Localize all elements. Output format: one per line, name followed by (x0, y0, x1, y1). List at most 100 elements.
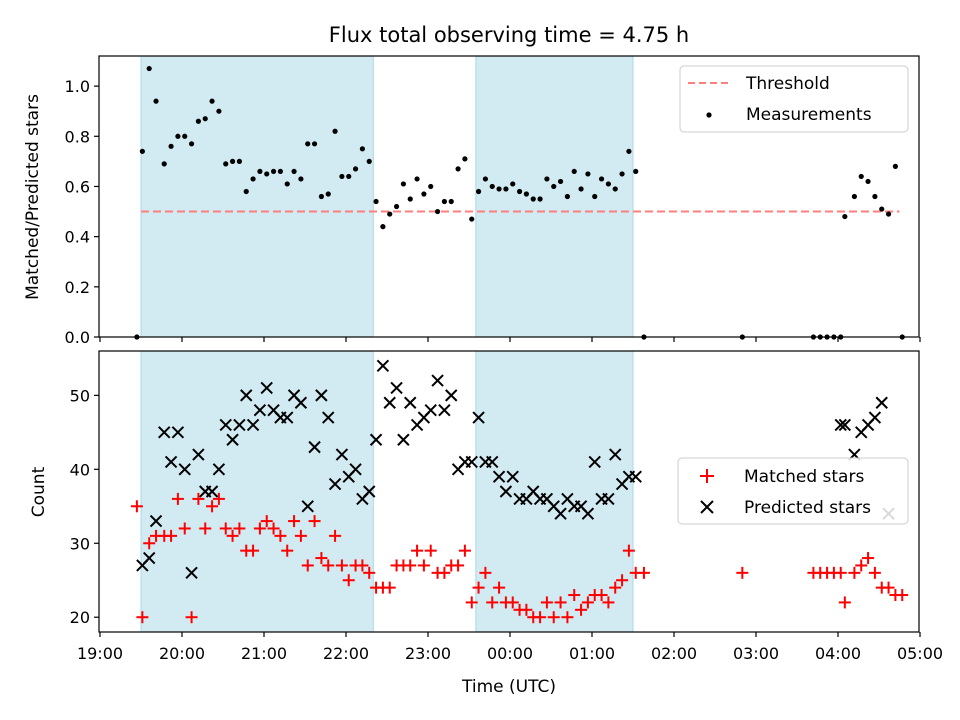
measurement-point (626, 148, 632, 154)
measurement-point (298, 176, 304, 182)
predicted-star-point (499, 485, 513, 498)
matched-star-point (383, 581, 396, 594)
matched-star-point (547, 611, 560, 624)
top-shaded-intervals (140, 55, 634, 338)
measurement-point (879, 206, 885, 212)
measurement-point (373, 198, 379, 205)
matched-star-point (506, 596, 519, 609)
top-y-axis-label: Matched/Predicted stars (23, 94, 43, 300)
x-tick-label: 23:00 (405, 644, 451, 663)
matched-star-point (452, 559, 465, 572)
y-tick-label: 50 (70, 386, 90, 405)
measurement-point (284, 181, 290, 187)
measurement-point (352, 166, 359, 172)
matched-star-point (308, 515, 321, 528)
matched-star-point (882, 581, 895, 594)
predicted-star-point (424, 403, 437, 417)
matched-star-point (834, 566, 847, 579)
predicted-star-point (390, 381, 403, 395)
matched-star-point (540, 596, 553, 609)
predicted-star-point (492, 470, 506, 483)
measurement-point (578, 186, 584, 192)
predicted-star-point (875, 396, 888, 409)
measurement-point (434, 208, 441, 215)
measurement-point (188, 141, 195, 147)
predicted-star-point (506, 470, 519, 483)
matched-star-point (335, 559, 348, 572)
legend-threshold-label: Threshold (745, 74, 830, 94)
matched-star-point (281, 544, 294, 557)
measurement-point (858, 173, 864, 180)
matched-star-point (322, 559, 335, 572)
measurement-point (153, 98, 159, 104)
y-tick-label: 0.2 (65, 278, 90, 297)
predicted-star-point (246, 418, 260, 432)
predicted-star-point (349, 463, 362, 476)
x-axis-label: Time (UTC) (461, 677, 556, 697)
measurement-point (544, 176, 550, 182)
matched-star-point (301, 559, 314, 572)
bottom-x-ticks: 19:00 20:00 21:00 22:00 23:00 00:00 01:00 02:00… (77, 632, 943, 663)
matched-star-point (520, 603, 533, 616)
matched-star-point (493, 581, 506, 594)
matched-star-point (260, 515, 273, 528)
legend-predicted-swatch (700, 500, 714, 514)
measurement-point (202, 116, 208, 122)
shaded-interval (475, 55, 634, 338)
top-x-ticks (99, 337, 921, 342)
measurement-point (585, 171, 591, 177)
matched-star-point (274, 529, 287, 542)
top-legend-box (679, 65, 909, 133)
predicted-star-point (253, 403, 267, 417)
shaded-interval (140, 55, 374, 338)
x-tick-label: 03:00 (733, 644, 779, 663)
bottom-legend-box (677, 457, 909, 525)
predicted-star-point (178, 463, 191, 476)
predicted-star-point (369, 433, 383, 446)
bottom-y-axis-label: Count (29, 466, 49, 517)
measurement-point (243, 188, 249, 195)
predicted-stars-points (136, 359, 895, 580)
matched-star-point (206, 500, 219, 513)
measurement-point (270, 168, 277, 175)
measurement-point (551, 183, 557, 190)
predicted-star-point (404, 396, 417, 409)
matched-star-point (226, 529, 239, 542)
matched-star-point (595, 589, 608, 602)
matched-star-point (602, 596, 615, 609)
measurement-point (216, 108, 222, 114)
matched-stars-points (130, 492, 909, 624)
bottom-y-ticks: 20 30 40 50 (70, 386, 99, 627)
measurement-point (359, 146, 365, 152)
predicted-star-point (205, 485, 219, 498)
matched-star-point (458, 544, 471, 557)
measurement-point (305, 141, 311, 147)
predicted-star-point (554, 507, 567, 520)
measurement-point (346, 173, 352, 180)
x-tick-label: 04:00 (815, 644, 861, 663)
measurement-point (865, 178, 871, 185)
measurement-point (380, 224, 386, 230)
matched-star-point (411, 544, 424, 557)
x-tick-label: 19:00 (77, 644, 123, 663)
matched-star-point (219, 522, 232, 535)
matched-star-point (868, 566, 881, 579)
x-tick-label: 05:00 (897, 644, 943, 663)
matched-star-point (479, 566, 492, 579)
measurement-point (325, 191, 331, 197)
matched-star-point (575, 603, 588, 616)
predicted-star-point (240, 389, 253, 402)
measurement-point (448, 198, 454, 205)
shaded-interval (140, 350, 374, 633)
measurement-point (496, 186, 502, 192)
matched-star-point (486, 596, 499, 609)
measurement-point (482, 176, 488, 182)
matched-star-point (356, 559, 369, 572)
matched-star-point (404, 559, 417, 572)
predicted-star-point (602, 492, 615, 506)
matched-star-point (896, 589, 909, 602)
matched-star-point (855, 559, 868, 572)
measurement-point (530, 196, 536, 202)
chart-title: Flux total observing time = 4.75 h (329, 23, 689, 47)
predicted-star-point (629, 470, 642, 483)
